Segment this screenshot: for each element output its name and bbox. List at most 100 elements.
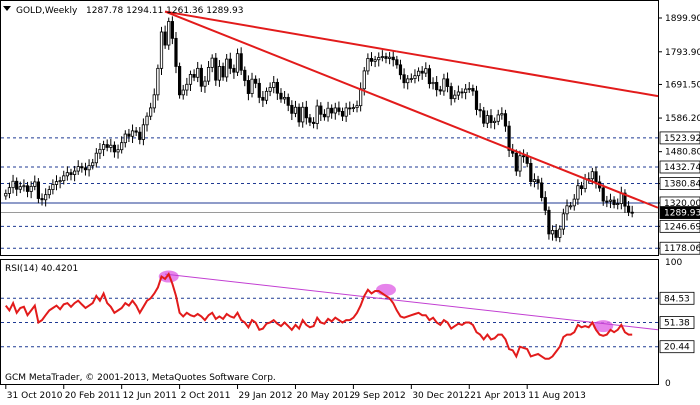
candle-body — [362, 70, 366, 90]
candle-body — [576, 185, 580, 200]
price-level-box — [659, 160, 700, 174]
candle-body — [250, 78, 254, 94]
candle-body — [87, 165, 91, 171]
candle-body — [543, 197, 547, 211]
candle-body — [22, 185, 26, 188]
candle-body — [268, 87, 272, 92]
candle-body — [261, 96, 265, 101]
time-tick-label: 30 Dec 2012 — [412, 391, 470, 401]
candle-body — [217, 66, 222, 81]
candle-body — [330, 107, 334, 114]
candle-body — [62, 175, 66, 182]
candle-body — [561, 213, 565, 230]
candle-body — [80, 166, 84, 169]
candle-body — [550, 229, 555, 235]
rsi-line — [5, 272, 633, 360]
candles — [4, 16, 634, 243]
candle-body — [214, 57, 218, 81]
candle-body — [348, 107, 352, 110]
candle-body — [496, 114, 500, 122]
candle-body — [489, 115, 493, 123]
candle-body — [152, 94, 156, 109]
rsi-pane-border — [0, 259, 659, 385]
candle-body — [398, 64, 403, 76]
trendline-upper[interactable] — [164, 10, 398, 53]
candle-body — [406, 78, 410, 84]
candle-body — [54, 181, 59, 185]
candle-body — [145, 115, 149, 126]
candle-body — [424, 68, 428, 74]
rsi-level-box — [659, 291, 695, 305]
candle-body — [44, 194, 48, 201]
candle-body — [83, 167, 88, 171]
candle-body — [630, 211, 634, 214]
symbol-label: GOLD,Weekly — [16, 6, 78, 16]
candle-body — [109, 144, 113, 148]
candle-body — [420, 70, 424, 74]
candle-body — [366, 58, 370, 72]
time-tick-label: 12 Jun 2011 — [123, 391, 177, 401]
candle-body — [279, 92, 283, 100]
candle-body — [355, 105, 359, 108]
candle-body — [435, 81, 439, 91]
candle-body — [174, 37, 178, 67]
price-axis[interactable]: 1899.90 1793.90 1691.50 1586.20 1480.80 1523.… — [659, 14, 700, 255]
price-tick-label: 1793.90 — [665, 48, 700, 58]
candle-body — [73, 170, 77, 175]
candle-body — [69, 172, 73, 175]
candle-body — [185, 83, 189, 91]
candle-body — [340, 111, 345, 117]
candle-body — [590, 171, 594, 180]
candle-body — [225, 58, 229, 78]
candle-body — [7, 187, 12, 194]
candle-body — [572, 198, 576, 207]
time-axis[interactable]: 31 Oct 2010 20 Feb 2011 12 Jun 2011 2 Oct 2… — [5, 385, 586, 401]
price-level-label: 1246.69 — [664, 222, 700, 232]
candle-body — [413, 75, 417, 79]
candle-body — [373, 59, 377, 62]
candle-body — [482, 110, 486, 124]
price-pane[interactable]: GOLD,Weekly 1287.78 1294.11 1261.36 1289… — [0, 0, 659, 256]
candle-body — [315, 105, 319, 124]
candle-body — [579, 185, 584, 190]
candle-body — [594, 171, 598, 183]
candle-body — [134, 130, 138, 133]
rsi-trendline[interactable] — [165, 273, 659, 331]
candle-body — [529, 163, 533, 182]
time-tick-label: 29 Jan 2012 — [239, 391, 293, 401]
price-tick-label: 1899.90 — [665, 14, 700, 24]
candle-body — [351, 107, 355, 109]
rsi-pane[interactable]: RSI(14) 40.4201 GCM MetaTrader, © 2001-2… — [0, 259, 659, 385]
candle-body — [464, 88, 468, 93]
candle-body — [445, 78, 450, 87]
candle-body — [605, 200, 609, 203]
trendline-main[interactable] — [164, 10, 659, 209]
rsi-trendline-line[interactable] — [165, 273, 659, 331]
trendline-shallow[interactable] — [396, 50, 659, 98]
candle-body — [623, 192, 627, 207]
rsi-tick-label: 100 — [665, 258, 682, 268]
price-pane-border — [0, 0, 659, 256]
candle-body — [409, 78, 413, 80]
candle-body — [416, 70, 421, 77]
rsi-axis[interactable]: 100 84.53 51.38 20.44 0 — [659, 258, 695, 389]
rsi-level-box — [659, 340, 695, 354]
candle-body — [203, 80, 207, 87]
rsi-tick-label: 0 — [665, 379, 671, 389]
triangle-down-icon[interactable] — [3, 6, 11, 11]
candle-body — [33, 181, 37, 187]
price-level-label: 1289.93 — [664, 209, 700, 219]
candle-body — [525, 155, 529, 164]
candle-body — [40, 198, 44, 201]
candle-body — [15, 180, 19, 190]
price-tick-label: 1480.80 — [665, 148, 700, 158]
candle-body — [178, 66, 182, 96]
candle-body — [503, 113, 508, 127]
candle-body — [493, 120, 497, 123]
rsi-level-label: 51.38 — [664, 319, 690, 329]
trendlines[interactable] — [164, 10, 659, 209]
candle-body — [514, 152, 518, 172]
candle-body — [163, 31, 167, 46]
